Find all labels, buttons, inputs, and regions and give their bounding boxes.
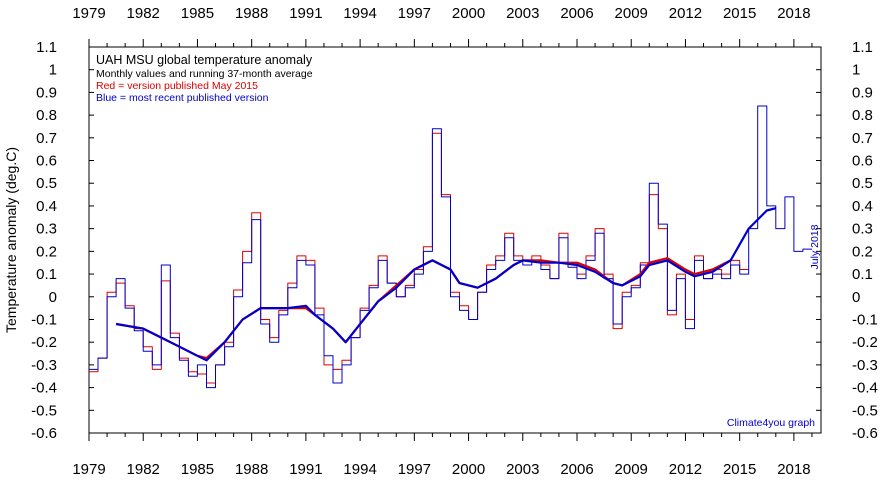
y-tick-label-right: 1.1 <box>852 39 873 56</box>
chart-subtitle: Monthly values and running 37-month aver… <box>96 68 313 80</box>
credit-text: Climate4you graph <box>727 417 815 429</box>
x-tick-label-top: 1994 <box>343 5 376 22</box>
y-tick-label-right: -0.3 <box>852 357 878 374</box>
y-tick-label-left: 0.8 <box>36 107 57 124</box>
x-tick-label-top: 2012 <box>669 5 702 22</box>
x-tick-label-bottom: 2006 <box>560 461 593 478</box>
data-lines <box>89 105 812 389</box>
x-tick-label-top: 1985 <box>181 5 214 22</box>
y-tick-label-right: 0.9 <box>852 84 873 101</box>
x-tick-label-top: 1982 <box>127 5 160 22</box>
y-tick-label-left: 0.2 <box>36 243 57 260</box>
x-tick-label-bottom: 2012 <box>669 461 702 478</box>
y-tick-label-left: -0.3 <box>31 357 57 374</box>
y-tick-label-right: -0.5 <box>852 402 878 419</box>
y-tick-label-left: 0 <box>49 289 57 306</box>
legend-blue-note: Blue = most recent published version <box>96 92 269 104</box>
y-tick-label-left: 0.3 <box>36 221 57 238</box>
monthly-series-line-1 <box>89 105 812 389</box>
y-tick-label-right: 0.3 <box>852 221 873 238</box>
x-tick-label-bottom: 1991 <box>289 461 322 478</box>
x-tick-label-top: 1997 <box>398 5 431 22</box>
y-tick-label-left: 0.7 <box>36 130 57 147</box>
x-tick-label-top: 2006 <box>560 5 593 22</box>
x-tick-label-top: 2015 <box>723 5 756 22</box>
x-tick-label-bottom: 2003 <box>506 461 539 478</box>
x-tick-label-bottom: 2015 <box>723 461 756 478</box>
plot-frame <box>88 46 822 434</box>
y-tick-label-left: 1 <box>49 62 57 79</box>
y-tick-label-left: -0.1 <box>31 311 57 328</box>
y-tick-label-right: -0.1 <box>852 311 878 328</box>
y-tick-label-left: 0.4 <box>36 198 57 215</box>
legend-red-note: Red = version published May 2015 <box>96 80 258 92</box>
y-tick-label-right: 0.8 <box>852 107 873 124</box>
monthly-series-line-0 <box>89 132 749 384</box>
y-tick-label-right: -0.6 <box>852 425 878 442</box>
y-tick-label-right: 0.4 <box>852 198 873 215</box>
x-tick-label-bottom: 1997 <box>398 461 431 478</box>
y-tick-label-left: 0.6 <box>36 153 57 170</box>
y-tick-label-right: 0.7 <box>852 130 873 147</box>
y-tick-label-left: -0.6 <box>31 425 57 442</box>
x-tick-label-bottom: 1988 <box>235 461 268 478</box>
y-tick-label-left: -0.2 <box>31 334 57 351</box>
x-tick-label-bottom: 1994 <box>343 461 376 478</box>
x-tick-label-bottom: 1982 <box>127 461 160 478</box>
y-tick-label-left: 0.5 <box>36 175 57 192</box>
y-tick-label-left: 0.1 <box>36 266 57 283</box>
y-tick-label-left: -0.5 <box>31 402 57 419</box>
x-tick-label-bottom: 2018 <box>777 461 810 478</box>
y-tick-label-right: -0.4 <box>852 380 878 397</box>
x-tick-label-bottom: 1979 <box>72 461 105 478</box>
x-tick-label-top: 2018 <box>777 5 810 22</box>
x-tick-label-top: 1991 <box>289 5 322 22</box>
x-tick-label-bottom: 2009 <box>615 461 648 478</box>
y-tick-label-right: 0 <box>852 289 860 306</box>
y-tick-label-right: 1 <box>852 62 860 79</box>
date-side-note: July 2018 <box>809 224 821 269</box>
running-mean-line-3 <box>115 207 777 362</box>
axis-ticks <box>88 39 821 441</box>
y-tick-label-right: 0.5 <box>852 175 873 192</box>
x-tick-label-top: 1988 <box>235 5 268 22</box>
x-tick-label-top: 2000 <box>452 5 485 22</box>
y-tick-label-right: 0.1 <box>852 266 873 283</box>
x-tick-label-bottom: 1985 <box>181 461 214 478</box>
y-axis-label: Temperature anomaly (deg.C) <box>3 147 19 333</box>
x-tick-label-top: 2003 <box>506 5 539 22</box>
axis-labels: 1979 1979 1982 1982 1985 1985 1988 1988 1991 1991… <box>31 5 878 478</box>
y-tick-label-left: 0.9 <box>36 84 57 101</box>
chart-title: UAH MSU global temperature anomaly <box>96 53 313 67</box>
y-tick-label-right: -0.2 <box>852 334 878 351</box>
y-tick-label-left: 1.1 <box>36 39 57 56</box>
y-tick-label-right: 0.2 <box>852 243 873 260</box>
y-tick-label-right: 0.6 <box>852 153 873 170</box>
y-tick-label-left: -0.4 <box>31 380 57 397</box>
x-tick-label-bottom: 2000 <box>452 461 485 478</box>
x-tick-label-top: 2009 <box>615 5 648 22</box>
x-tick-label-top: 1979 <box>72 5 105 22</box>
